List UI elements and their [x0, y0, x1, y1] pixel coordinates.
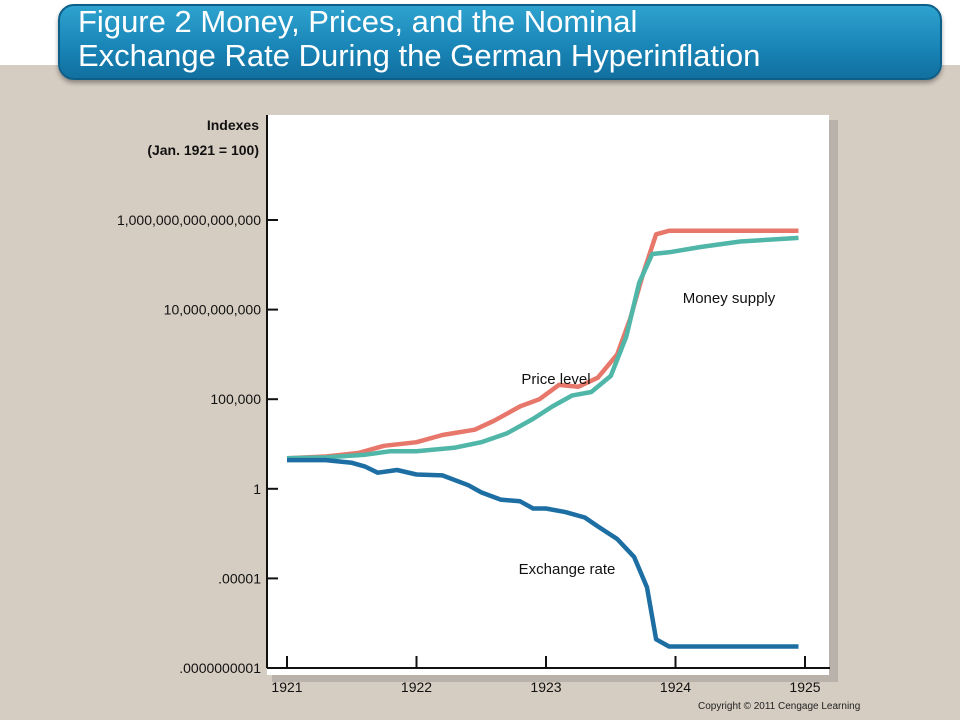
slide-title-line-2: Exchange Rate During the German Hyperinf… [78, 38, 761, 73]
copyright-notice: Copyright © 2011 Cengage Learning [698, 701, 861, 712]
y-tick-label: .0000000001 [179, 660, 261, 676]
series-label-exchange-rate: Exchange rate [519, 561, 616, 578]
y-tick-label: .00001 [218, 570, 261, 586]
y-axis-title-line-1: Indexes [207, 117, 259, 133]
x-tick-label: 1923 [530, 679, 561, 695]
y-tick-label: 1,000,000,000,000,000 [117, 212, 261, 228]
x-tick-label: 1925 [789, 679, 820, 695]
x-tick-label: 1924 [660, 679, 691, 695]
x-tick-label: 1921 [271, 679, 302, 695]
title-bar [58, 4, 942, 80]
series-line-exchange-rate [287, 457, 799, 649]
y-tick-label: 100,000 [210, 391, 261, 407]
series-label-price-level: Price level [521, 371, 590, 388]
x-tick-label: 1922 [401, 679, 432, 695]
y-tick-label: 1 [253, 481, 261, 497]
y-axis-title-line-2: (Jan. 1921 = 100) [147, 142, 259, 158]
y-tick-label: 10,000,000,000 [164, 302, 262, 318]
series-label-money-supply: Money supply [683, 290, 776, 307]
slide-title-line-1: Figure 2 Money, Prices, and the Nominal [78, 4, 638, 39]
series-line-price-level [286, 228, 799, 461]
series-line-money-supply [286, 235, 799, 461]
